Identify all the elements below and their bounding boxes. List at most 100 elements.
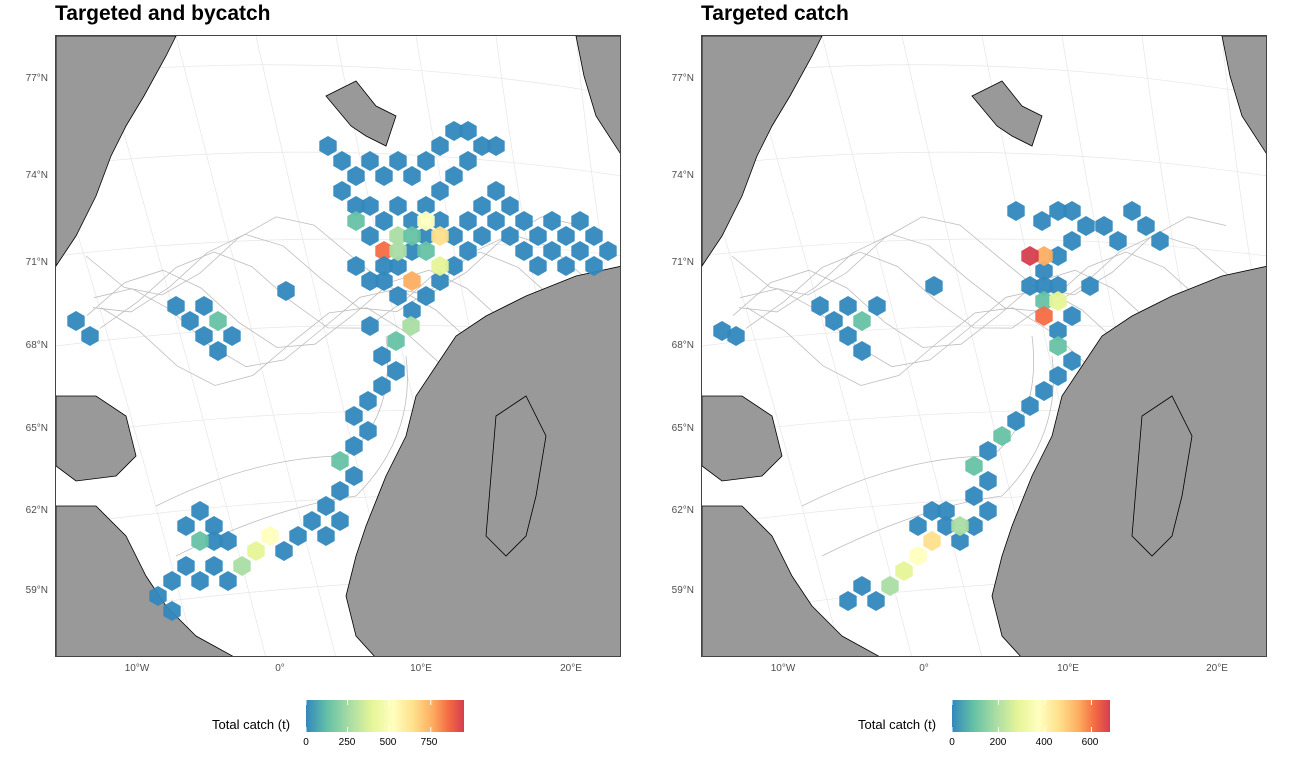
catch-hex-cell: [373, 376, 391, 396]
catch-hex-cell: [403, 211, 421, 231]
catch-hex-cell: [1021, 276, 1039, 296]
catch-hex-cell: [1035, 276, 1053, 296]
catch-hex-cell: [909, 516, 927, 536]
catch-hex-cell: [473, 226, 491, 246]
catch-hex-cell: [445, 166, 463, 186]
catch-hex-cell: [1049, 246, 1067, 266]
catch-hex-cell: [402, 316, 420, 336]
catch-hex-cell: [515, 211, 533, 231]
catch-hex-cell: [347, 196, 365, 216]
legend-tick-label: 200: [989, 737, 1007, 748]
y-tick-label: 59°N: [25, 585, 48, 596]
catch-hex-cell: [1063, 231, 1081, 251]
catch-hex-cell: [375, 166, 393, 186]
x-tick-label: 10°E: [410, 663, 432, 674]
catch-hex-cell: [459, 241, 477, 261]
map-canvas: [702, 36, 1266, 656]
catch-hex-cell: [529, 256, 547, 276]
catch-hex-cell: [853, 311, 871, 331]
land-finland: [485, 395, 547, 557]
catch-hex-cell: [347, 211, 365, 231]
y-tick-label: 74°N: [671, 170, 694, 181]
y-tick-label: 65°N: [671, 423, 694, 434]
catch-hex-cell: [487, 181, 505, 201]
catch-hex-cell: [445, 226, 463, 246]
legend-title: Total catch (t): [858, 717, 937, 732]
catch-hex-cell: [501, 196, 519, 216]
catch-hex-cell: [219, 531, 237, 551]
y-tick-label: 77°N: [671, 73, 694, 84]
catch-hex-cell: [389, 196, 407, 216]
land-scandinavia: [345, 266, 620, 656]
catch-hex-cell: [1109, 231, 1127, 251]
catch-hex-cell: [361, 316, 379, 336]
catch-hex-cell: [275, 541, 293, 561]
catch-hex-cell: [387, 331, 405, 351]
catch-hex-cell: [417, 286, 435, 306]
catch-hex-cell: [277, 281, 295, 301]
catch-hex-cell: [585, 256, 603, 276]
catch-hex-cell: [403, 301, 421, 321]
catch-hex-cell: [487, 211, 505, 231]
y-tick-label: 65°N: [25, 423, 48, 434]
catch-hex-cell: [317, 496, 335, 516]
land-svalbard: [971, 80, 1043, 147]
catch-hex-cell: [347, 256, 365, 276]
catch-hex-cell: [839, 591, 857, 611]
catch-hex-cell: [205, 556, 223, 576]
land-greenland: [56, 36, 177, 267]
land-iceland: [702, 395, 783, 482]
catch-hex-cell: [1035, 306, 1053, 326]
catch-hex-cell: [1021, 396, 1039, 416]
catch-hex-cell: [219, 571, 237, 591]
catch-hex-cell: [839, 296, 857, 316]
catch-hex-cell: [585, 226, 603, 246]
catch-hex-cell: [923, 531, 941, 551]
catch-hex-cell: [459, 121, 477, 141]
catch-hex-cell: [713, 321, 731, 341]
land-iceland: [56, 395, 137, 482]
catch-hex-cell: [431, 256, 449, 276]
catch-hex-cell: [1007, 201, 1025, 221]
catch-hex-cell: [1033, 211, 1051, 231]
catch-hex-cell: [359, 391, 377, 411]
catch-hex-cell: [209, 341, 227, 361]
catch-hex-cell: [459, 151, 477, 171]
catch-hex-cell: [1063, 201, 1081, 221]
catch-hex-cell: [1035, 291, 1053, 311]
catch-hex-cell: [979, 471, 997, 491]
catch-hex-cell: [1035, 381, 1053, 401]
catch-hex-cell: [1035, 261, 1053, 281]
catch-hex-cell: [1151, 231, 1169, 251]
catch-hex-cell: [431, 181, 449, 201]
catch-hex-cell: [993, 426, 1011, 446]
y-tick-label: 62°N: [671, 505, 694, 516]
catch-hex-cell: [417, 196, 435, 216]
catch-hex-cell: [403, 241, 421, 261]
catch-hex-cell: [909, 546, 927, 566]
map-targeted-catch: [701, 35, 1267, 657]
catch-hex-cell: [361, 196, 379, 216]
catch-hex-cell: [529, 226, 547, 246]
catch-hex-cell: [445, 121, 463, 141]
x-tick-label: 10°E: [1057, 663, 1079, 674]
y-tick-label: 74°N: [25, 170, 48, 181]
catch-hex-cell: [81, 326, 99, 346]
catch-hex-cell: [289, 526, 307, 546]
legend-title: Total catch (t): [212, 717, 291, 732]
catch-hex-cell: [403, 226, 421, 246]
y-tick-label: 77°N: [25, 73, 48, 84]
legend-tick-label: 0: [949, 737, 955, 748]
catch-hex-cell: [1035, 246, 1053, 266]
catch-hex-cell: [191, 501, 209, 521]
catch-hex-cell: [979, 441, 997, 461]
catch-hex-cell: [177, 516, 195, 536]
catch-hex-cell: [1049, 291, 1067, 311]
catch-hex-cell: [1007, 411, 1025, 431]
land-finland: [1131, 395, 1193, 557]
catch-hex-cell: [403, 166, 421, 186]
catch-hex-cell: [853, 576, 871, 596]
catch-hex-cell: [417, 151, 435, 171]
catch-hex-cell: [375, 241, 393, 261]
catch-hex-cell: [431, 211, 449, 231]
